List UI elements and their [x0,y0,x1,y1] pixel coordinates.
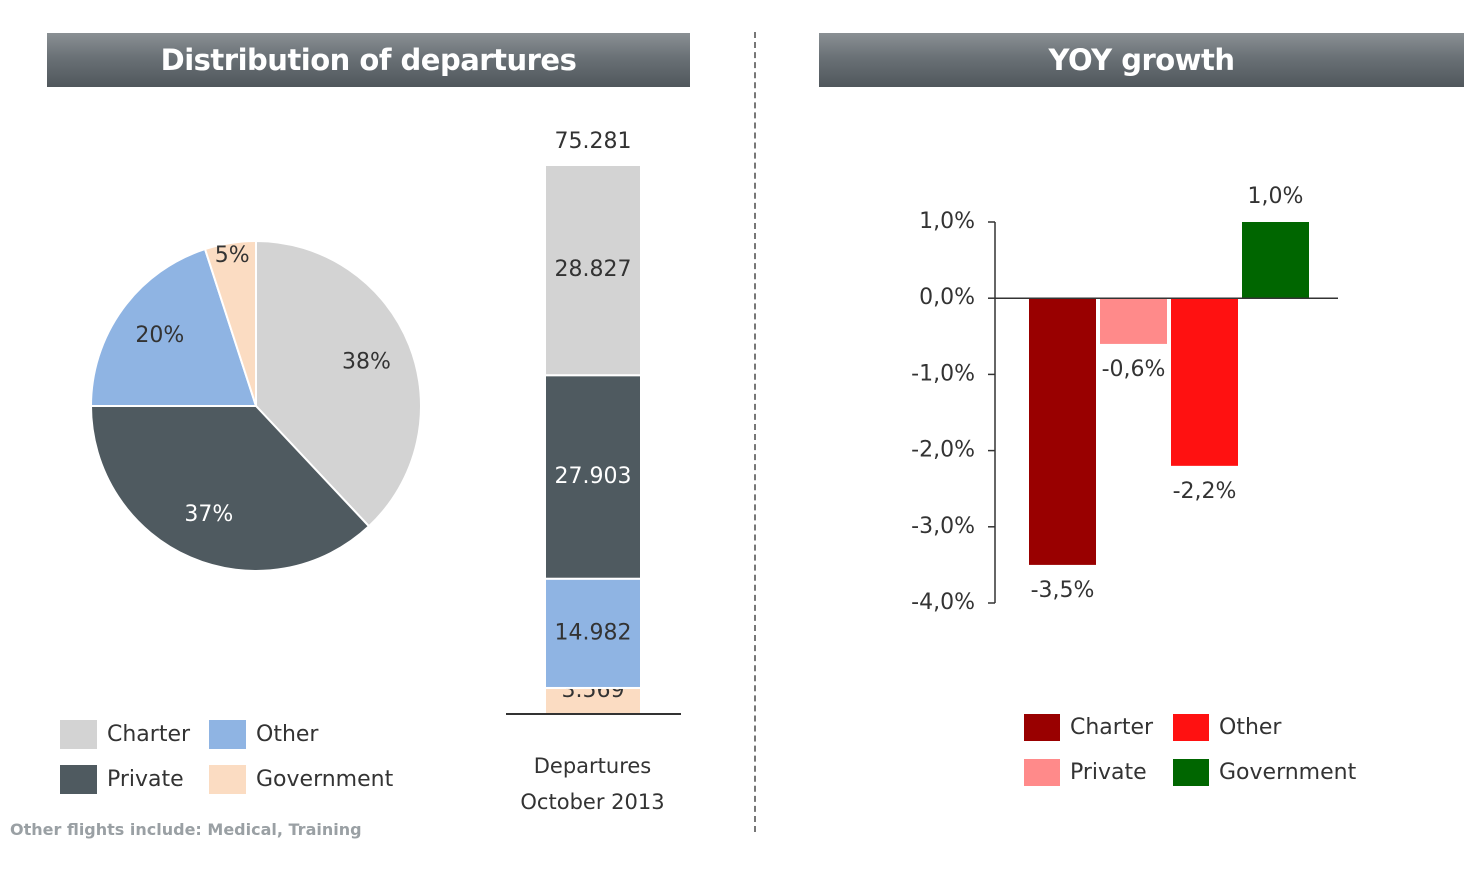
yoy-value-label-charter: -3,5% [1031,578,1095,603]
distribution-banner: Distribution of departures [47,33,690,87]
yoy-bar-government [1242,222,1309,299]
legend-label-government: Government [256,767,394,792]
pie-slice-private [89,405,371,572]
legend-label-other: Other [256,722,319,747]
pie-label-other: 20% [135,323,184,348]
yoy-y-tick-label: 1,0% [919,209,975,234]
legend-item-other: Other [209,720,318,749]
yoy-legend-item-charter: Charter [1024,714,1153,741]
yoy-y-tick-label: -2,0% [911,438,975,463]
footnote: Other flights include: Medical, Training [10,820,362,839]
stack-segment-charter [544,164,642,377]
yoy-y-tick-label: 0,0% [919,285,975,310]
pie-slice-government [203,239,257,407]
stack-label-other: 14.982 [555,620,632,645]
yoy-legend-swatch-private [1024,759,1060,786]
yoy-bar-charter [1029,298,1096,565]
yoy-bar-private [1100,298,1167,344]
stack-label-charter: 28.827 [555,257,632,282]
yoy-value-label-government: 1,0% [1248,184,1304,209]
yoy-legend-label-charter: Charter [1070,715,1154,740]
yoy-value-label-private: -0,6% [1102,357,1166,382]
yoy-y-tick-label: -3,0% [911,514,975,539]
yoy-legend-swatch-other [1173,714,1209,741]
pie-label-government: 5% [215,243,250,268]
pie-label-charter: 38% [342,349,391,374]
legend-swatch-private [60,765,97,794]
caption-line-2: October 2013 [520,790,665,814]
stack-caption: Departures October 2013 [470,748,715,820]
yoy-legend-label-private: Private [1070,760,1147,785]
yoy-bar-other [1171,298,1238,466]
yoy-legend-item-other: Other [1173,714,1281,741]
legend-item-government: Government [209,765,393,794]
legend-item-private: Private [60,765,184,794]
stack-total-label: 75.281 [555,129,632,154]
yoy-legend-swatch-government [1173,759,1209,786]
pie-slice-other [89,247,258,407]
yoy-legend-swatch-charter [1024,714,1060,741]
legend-swatch-charter [60,720,97,749]
stack-label-private: 27.903 [555,464,632,489]
legend-item-charter: Charter [60,720,190,749]
legend-swatch-other [209,720,246,749]
legend-swatch-government [209,765,246,794]
yoy-legend-label-government: Government [1219,760,1357,785]
yoy-value-label-other: -2,2% [1173,479,1237,504]
pie-label-private: 37% [184,502,233,527]
yoy-legend-item-private: Private [1024,759,1147,786]
yoy-y-tick-label: -4,0% [911,590,975,615]
pie-slice-charter [255,239,422,528]
yoy-legend-label-other: Other [1219,715,1282,740]
section-divider [754,32,756,832]
caption-line-1: Departures [533,754,652,778]
yoy-y-tick-label: -1,0% [911,361,975,386]
yoy-growth-banner: YOY growth [819,33,1464,87]
legend-label-charter: Charter [107,722,191,747]
yoy-legend-item-government: Government [1173,759,1356,786]
legend-label-private: Private [107,767,184,792]
stack-segment-private [544,374,642,580]
